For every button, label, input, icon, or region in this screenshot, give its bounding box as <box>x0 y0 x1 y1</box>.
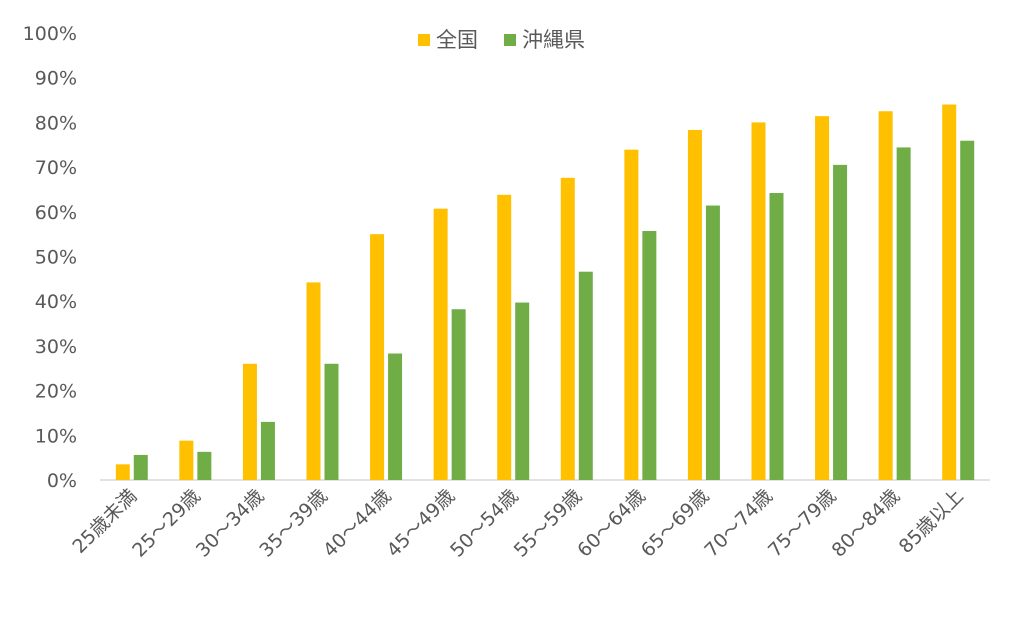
x-tick-label: 80～84歳 <box>828 485 905 562</box>
bar <box>751 122 766 481</box>
x-tick-label: 45～49歳 <box>383 485 460 562</box>
legend-label: 沖縄県 <box>522 28 585 52</box>
y-tick-label: 90% <box>35 68 77 90</box>
bar <box>388 353 403 480</box>
bar <box>769 193 784 480</box>
bar <box>878 111 893 480</box>
x-tick-label: 35～39歳 <box>255 485 332 562</box>
y-tick-label: 70% <box>35 157 77 179</box>
x-tick-label: 60～64歳 <box>573 485 650 562</box>
bar <box>197 451 212 480</box>
y-tick-label: 30% <box>35 336 77 358</box>
bar <box>896 147 911 480</box>
bar <box>370 234 385 480</box>
bar <box>687 129 702 480</box>
bar <box>815 116 830 480</box>
bar <box>515 302 530 480</box>
bar <box>433 208 448 480</box>
x-tick-label: 50～54歳 <box>446 485 523 562</box>
bar <box>497 194 512 480</box>
bar <box>306 282 321 480</box>
x-tick-label: 75～79歳 <box>764 485 841 562</box>
x-tick-label: 40～44歳 <box>319 485 396 562</box>
x-tick-label: 55～59歳 <box>510 485 587 562</box>
y-tick-label: 100% <box>23 23 77 45</box>
y-tick-label: 40% <box>35 291 77 313</box>
legend-swatch <box>504 34 516 46</box>
bar <box>179 440 194 480</box>
x-tick-label: 65～69歳 <box>637 485 714 562</box>
bar <box>960 140 975 481</box>
x-tick-label: 25～29歳 <box>128 485 205 562</box>
bar <box>260 421 275 480</box>
bar <box>560 177 575 480</box>
x-tick-label: 70～74歳 <box>700 485 777 562</box>
y-tick-label: 50% <box>35 247 77 269</box>
y-tick-label: 60% <box>35 202 77 224</box>
bar <box>705 205 720 481</box>
bar <box>578 271 593 480</box>
y-tick-label: 80% <box>35 112 77 134</box>
bar <box>642 231 657 480</box>
x-tick-label: 30～34歳 <box>192 485 269 562</box>
y-tick-label: 0% <box>47 470 77 492</box>
y-tick-label: 10% <box>35 425 77 447</box>
bar <box>115 464 130 480</box>
bar <box>942 104 957 481</box>
bar <box>624 149 639 481</box>
legend-label: 全国 <box>436 28 478 52</box>
legend-swatch <box>418 34 430 46</box>
bar <box>833 164 848 481</box>
bar <box>324 363 339 480</box>
y-tick-label: 20% <box>35 381 77 403</box>
bar <box>451 309 466 480</box>
x-tick-label: 85歳以上 <box>895 485 968 558</box>
bar <box>242 363 257 480</box>
bar <box>133 454 148 480</box>
